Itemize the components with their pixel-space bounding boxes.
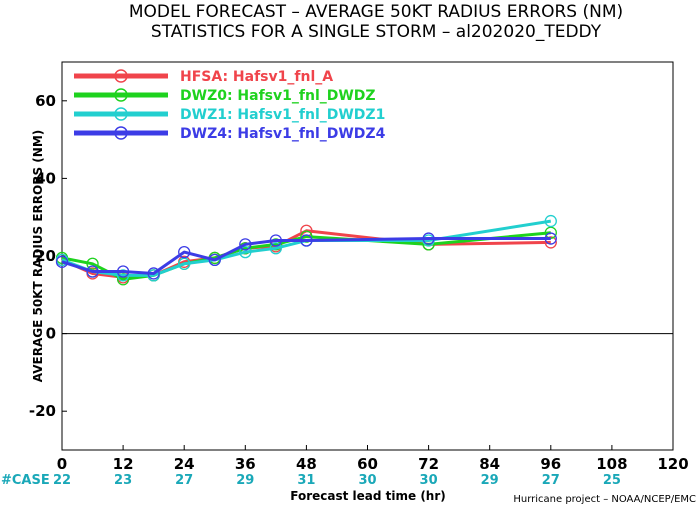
case-count: 30 <box>358 473 376 488</box>
legend-swatch-marker <box>114 88 128 102</box>
y-tick-label: -20 <box>29 402 56 420</box>
y-tick-label: 40 <box>35 169 56 187</box>
legend-label: HFSA: Hafsv1_fnl_A <box>180 69 333 85</box>
series-point <box>208 253 221 267</box>
x-tick-label: 12 <box>113 455 134 473</box>
series-point <box>239 245 252 259</box>
series-point <box>269 242 283 255</box>
legend-swatch-marker <box>114 126 128 140</box>
case-row: #CASE 22 23 27 29 31 30 30 29 27 25 <box>1 473 621 488</box>
x-tick-label: 108 <box>596 455 627 473</box>
series-point <box>269 238 283 251</box>
series-point <box>544 232 557 245</box>
series-point <box>300 234 313 247</box>
x-tick-label: 120 <box>657 455 688 473</box>
x-tick-label: 84 <box>479 455 500 473</box>
series-point <box>116 273 130 286</box>
x-tick-label: 24 <box>174 455 195 473</box>
series-point <box>544 214 557 228</box>
series-point <box>116 265 130 278</box>
x-tick-label: 72 <box>418 455 439 473</box>
series-point <box>86 257 99 270</box>
x-tick-label: 48 <box>296 455 317 473</box>
series-3 <box>55 232 557 280</box>
y-tick-label: 60 <box>35 92 56 110</box>
series-point <box>55 255 69 268</box>
x-axis-ticks: 0 12 24 36 48 60 72 84 96 108 120 <box>57 445 689 473</box>
legend-swatch-marker <box>114 107 128 121</box>
series-point <box>116 269 130 282</box>
series-line <box>61 219 552 277</box>
case-count: 27 <box>542 473 560 488</box>
series-point <box>544 236 557 249</box>
series-point <box>422 232 435 245</box>
chart-title-line2: STATISTICS FOR A SINGLE STORM – al202020… <box>151 22 602 42</box>
case-count: 27 <box>175 473 193 488</box>
x-axis-title: Forecast lead time (hr) <box>290 489 446 503</box>
y-axis-title: AVERAGE 50KT RADIUS ERRORS (NM) <box>31 130 45 382</box>
series-point <box>269 234 283 247</box>
case-count: 30 <box>420 473 438 488</box>
data-series <box>55 214 557 286</box>
legend: HFSA: Hafsv1_fnl_A DWZ0: Hafsv1_fnl_DWDZ D… <box>74 69 386 142</box>
case-label: #CASE <box>1 473 50 488</box>
legend-label: DWZ4: Hafsv1_fnl_DWDZ4 <box>180 126 386 142</box>
case-count: 25 <box>603 473 621 488</box>
chart-title-line1: MODEL FORECAST – AVERAGE 50KT RADIUS ERR… <box>129 2 623 22</box>
series-point <box>300 230 313 243</box>
x-tick-label: 60 <box>357 455 378 473</box>
y-tick-label: 20 <box>35 247 56 265</box>
case-count: 29 <box>481 473 499 488</box>
series-line <box>61 237 551 275</box>
case-count: 31 <box>297 473 315 488</box>
legend-swatch-marker <box>114 69 128 83</box>
legend-label: DWZ0: Hafsv1_fnl_DWDZ <box>180 88 376 104</box>
x-tick-label: 0 <box>57 455 67 473</box>
series-point <box>178 245 191 259</box>
legend-label: DWZ1: Hafsv1_fnl_DWDZ1 <box>180 107 385 123</box>
x-tick-label: 36 <box>235 455 256 473</box>
y-tick-label: 0 <box>46 325 56 343</box>
case-count: 23 <box>114 473 132 488</box>
series-point <box>86 265 99 278</box>
credit-text: Hurricane project – NOAA/NCEP/EMC <box>513 494 696 505</box>
x-tick-label: 96 <box>540 455 561 473</box>
case-count: 29 <box>236 473 254 488</box>
series-point <box>147 267 160 280</box>
y-axis-ticks: -20 0 20 40 60 <box>29 92 67 420</box>
series-point <box>239 238 252 251</box>
case-count: 22 <box>53 473 71 488</box>
